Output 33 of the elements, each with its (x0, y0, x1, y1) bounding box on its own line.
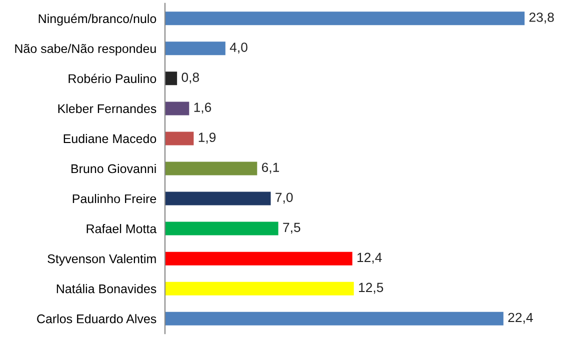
bar (164, 72, 178, 86)
data-label: 12,5 (359, 282, 384, 294)
y-tick-label: Carlos Eduardo Alves (37, 314, 156, 324)
data-label: 23,8 (529, 12, 554, 24)
y-tick-label: Ninguém/branco/nulo (38, 14, 156, 26)
y-tick-label: Kleber Fernandes (58, 104, 156, 114)
data-label: 4,0 (230, 42, 248, 54)
bar (164, 222, 278, 236)
y-tick-label: Robério Paulino (68, 74, 156, 84)
data-label: 6,1 (262, 162, 280, 174)
bar (164, 42, 226, 56)
data-label: 12,4 (358, 252, 382, 264)
y-tick-label: Natália Bonavides (56, 284, 156, 294)
data-label: 7,5 (283, 222, 300, 234)
bar (164, 102, 190, 116)
bar (164, 282, 354, 296)
data-label: 22,4 (508, 312, 533, 324)
bar (164, 192, 271, 206)
data-label: 7,0 (276, 192, 293, 204)
y-tick-label: Styvenson Valentim (48, 254, 156, 266)
data-label: 0,8 (182, 72, 199, 84)
data-label: 1,6 (194, 102, 212, 114)
bar (164, 12, 525, 26)
bar (164, 132, 194, 146)
y-tick-label: Não sabe/Não respondeu (15, 44, 156, 56)
bar (164, 162, 258, 176)
y-tick-label: Bruno Giovanni (72, 164, 156, 174)
data-label: 1,9 (198, 132, 216, 144)
bar (164, 252, 352, 266)
y-tick-label: Rafael Motta (86, 224, 157, 234)
y-tick-label: Eudiane Macedo (64, 134, 156, 144)
bar (164, 312, 504, 326)
y-tick-label: Paulinho Freire (72, 194, 156, 204)
